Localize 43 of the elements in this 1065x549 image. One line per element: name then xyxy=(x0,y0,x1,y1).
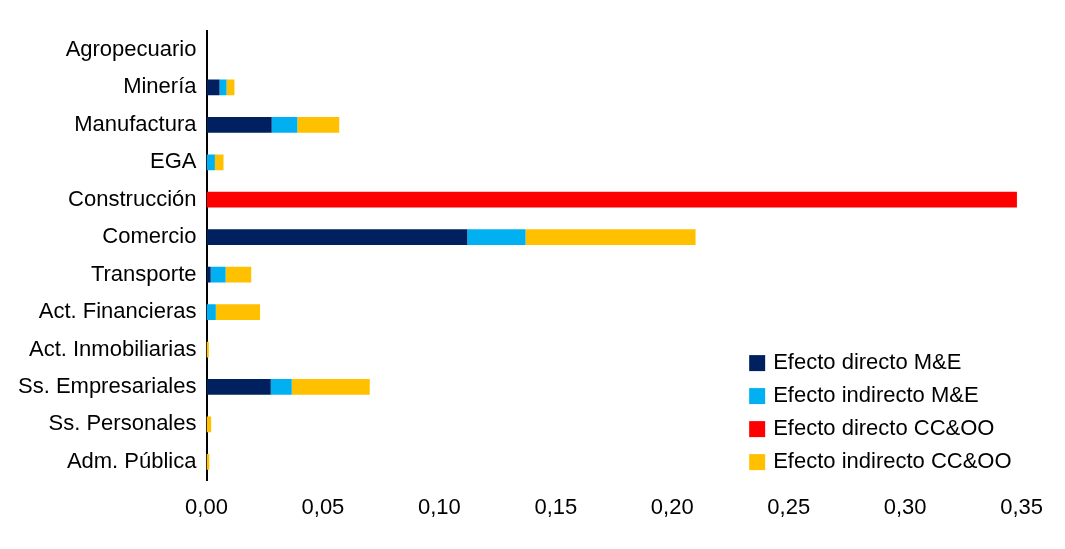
y-tick-label: Act. Financieras xyxy=(38,298,197,324)
bar xyxy=(206,304,216,320)
x-tick-label: 0,20 xyxy=(650,493,694,519)
x-tick-label: 0,00 xyxy=(185,493,228,519)
y-tick-label: Adm. Pública xyxy=(66,447,198,473)
bar xyxy=(214,154,224,171)
bar xyxy=(206,266,211,283)
y-tick-label: EGA xyxy=(150,148,197,174)
y-tick-label: Transporte xyxy=(90,260,197,286)
legend-label: Efecto indirecto CC&OO xyxy=(773,448,1012,474)
bar xyxy=(271,116,298,133)
x-tick-label: 0,30 xyxy=(883,493,927,519)
bar xyxy=(210,266,226,283)
bar xyxy=(215,304,261,320)
bar xyxy=(206,229,468,246)
bar xyxy=(467,229,526,246)
x-tick-label: 0,15 xyxy=(534,493,578,519)
x-tick-label: 0,10 xyxy=(417,493,461,519)
y-tick-label: Manufactura xyxy=(74,110,198,136)
x-tick-label: 0,25 xyxy=(767,493,811,519)
y-tick-label: Construcción xyxy=(68,185,197,211)
bar xyxy=(206,116,272,133)
bar xyxy=(270,379,292,395)
bar xyxy=(206,379,271,395)
legend-label: Efecto directo M&E xyxy=(773,349,962,375)
y-tick-label: Minería xyxy=(123,73,198,99)
legend-label: Efecto indirecto M&E xyxy=(773,382,979,408)
legend-label: Efecto directo CC&OO xyxy=(773,415,995,441)
y-tick-label: Agropecuario xyxy=(65,35,197,61)
bar xyxy=(206,154,215,171)
bar xyxy=(291,379,370,395)
x-tick-label: 0,35 xyxy=(1000,493,1043,519)
bar xyxy=(206,79,220,96)
x-tick-label: 0,05 xyxy=(301,493,345,519)
bar xyxy=(297,116,340,133)
y-tick-label: Ss. Personales xyxy=(48,410,197,436)
bar xyxy=(219,79,227,96)
y-tick-label: Comercio xyxy=(102,223,197,249)
y-tick-label: Ss. Empresariales xyxy=(17,373,197,399)
bar xyxy=(206,191,1017,208)
bar xyxy=(525,229,696,246)
y-tick-label: Act. Inmobiliarias xyxy=(28,335,197,361)
bar xyxy=(225,266,252,283)
